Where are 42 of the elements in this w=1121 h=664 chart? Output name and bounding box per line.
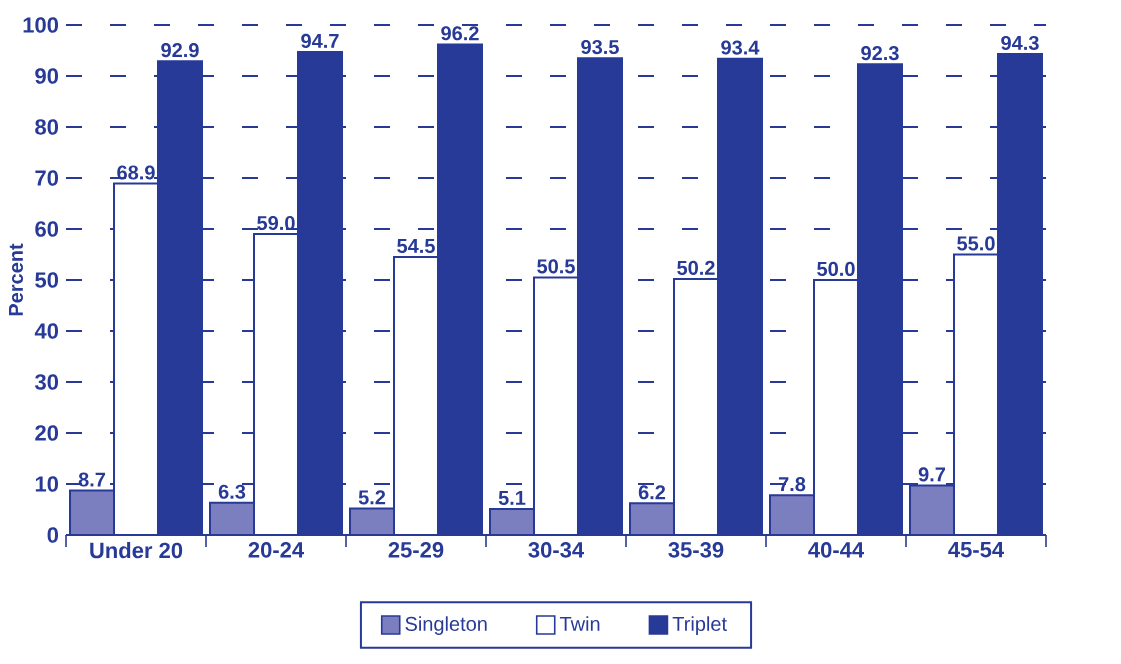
data-label: 55.0 (957, 236, 995, 251)
data-label: 50.5 (537, 259, 575, 274)
legend-label: Triplet (672, 616, 727, 635)
data-label: 54.5 (397, 239, 435, 254)
data-label: 5.1 (498, 491, 526, 505)
legend-label: Singleton (405, 616, 487, 635)
x-tick-label: 35-39 (668, 542, 724, 558)
data-label: 9.7 (918, 467, 946, 482)
data-label: 92.9 (161, 43, 199, 58)
data-label: 7.8 (778, 477, 806, 492)
data-label: 50.0 (817, 261, 855, 276)
data-label: 6.3 (218, 484, 246, 499)
data-label: 59.0 (257, 215, 295, 231)
x-tick-label: Under 20 (90, 542, 183, 559)
data-label: 50.2 (677, 260, 715, 275)
x-tick-label: 25-29 (388, 542, 444, 558)
x-tick-label: 20-24 (248, 542, 304, 558)
y-axis-title: Percent (9, 243, 23, 316)
y-tick-label: 80 (35, 119, 59, 135)
data-label: 6.2 (638, 485, 666, 500)
data-label: 93.4 (721, 40, 760, 55)
data-label: 5.2 (358, 490, 386, 505)
data-label: 93.5 (581, 39, 619, 55)
x-tick-label: 40-44 (808, 542, 864, 558)
data-label: 94.3 (1001, 35, 1039, 51)
y-tick-label: 70 (35, 170, 59, 186)
x-tick-label: 45-54 (948, 542, 1004, 558)
data-label: 96.2 (441, 26, 479, 41)
y-tick-label: 100 (23, 17, 59, 33)
y-tick-label: 40 (34, 323, 59, 339)
data-label: 94.7 (301, 33, 339, 49)
data-label: 92.3 (861, 46, 899, 61)
y-tick-label: 50 (35, 272, 59, 288)
y-tick-label: 60 (35, 221, 59, 237)
data-label: 8.7 (78, 472, 106, 487)
y-tick-label: 90 (35, 68, 59, 84)
x-tick-label: 30-34 (528, 542, 584, 558)
y-tick-label: 10 (35, 476, 59, 492)
legend-label: Twin (559, 616, 600, 631)
y-tick-label: 30 (34, 374, 59, 390)
y-tick-label: 0 (47, 527, 59, 543)
y-tick-label: 20 (35, 425, 59, 441)
